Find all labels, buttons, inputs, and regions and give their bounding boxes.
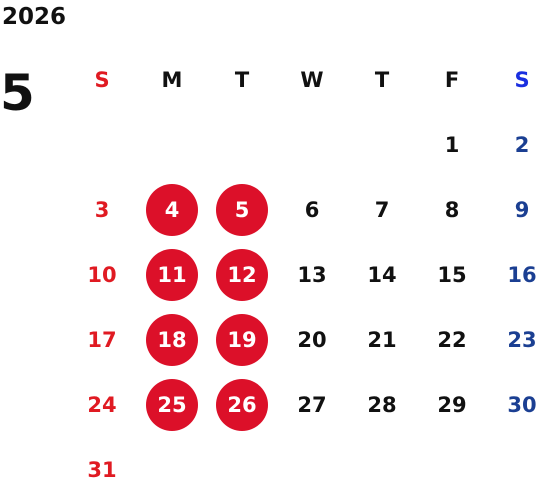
day-number: 26 [227, 392, 257, 417]
day-cell: 29 [417, 372, 487, 437]
day-cell: 31 [67, 437, 137, 502]
day-cell: 9 [487, 177, 548, 242]
day-number: 25 [157, 392, 187, 417]
day-cell: 17 [67, 307, 137, 372]
month-number: 5 [0, 64, 35, 122]
day-number: 18 [157, 327, 187, 352]
day-number: 29 [437, 392, 467, 417]
day-cell: 8 [417, 177, 487, 242]
highlighted-day-cell: 11 [137, 242, 207, 307]
day-cell: 22 [417, 307, 487, 372]
day-cell: 28 [347, 372, 417, 437]
day-number: 5 [234, 197, 250, 222]
highlighted-day-cell: 4 [137, 177, 207, 242]
day-number: 13 [297, 262, 327, 287]
weekday-header-wednesday: W [300, 67, 324, 92]
day-number: 22 [437, 327, 467, 352]
day-number: 31 [87, 457, 117, 482]
day-cell: 2 [487, 112, 548, 177]
empty-day-cell [417, 437, 487, 502]
day-number: 17 [87, 327, 117, 352]
empty-day-cell [347, 112, 417, 177]
day-number: 8 [444, 197, 460, 222]
day-cell: 15 [417, 242, 487, 307]
day-number: 2 [514, 132, 530, 157]
weekday-header-monday: M [161, 67, 183, 92]
day-number: 19 [227, 327, 257, 352]
day-number: 11 [157, 262, 187, 287]
empty-day-cell [67, 112, 137, 177]
empty-day-cell [207, 112, 277, 177]
day-cell: 10 [67, 242, 137, 307]
highlighted-day-cell: 18 [137, 307, 207, 372]
day-number: 9 [514, 197, 530, 222]
weekday-header-friday: F [444, 67, 460, 92]
day-number: 4 [164, 197, 180, 222]
day-cell: 23 [487, 307, 548, 372]
empty-day-cell [207, 437, 277, 502]
highlighted-day-cell: 26 [207, 372, 277, 437]
empty-day-cell [347, 437, 417, 502]
day-number: 15 [437, 262, 467, 287]
day-cell: 14 [347, 242, 417, 307]
day-cell: 16 [487, 242, 548, 307]
day-cell: 13 [277, 242, 347, 307]
empty-day-cell [277, 112, 347, 177]
highlighted-day-cell: 19 [207, 307, 277, 372]
day-cell: 3 [67, 177, 137, 242]
highlighted-day-cell: 5 [207, 177, 277, 242]
day-number: 20 [297, 327, 327, 352]
highlighted-day-cell: 25 [137, 372, 207, 437]
day-cell: 30 [487, 372, 548, 437]
day-number: 6 [304, 197, 320, 222]
day-number: 23 [507, 327, 537, 352]
day-number: 24 [87, 392, 117, 417]
day-number: 16 [507, 262, 537, 287]
empty-day-cell [487, 437, 548, 502]
empty-day-cell [137, 437, 207, 502]
weekday-header-saturday: S [514, 67, 530, 92]
day-number: 14 [367, 262, 397, 287]
day-number: 7 [374, 197, 390, 222]
day-number: 1 [444, 132, 460, 157]
day-cell: 24 [67, 372, 137, 437]
day-cell: 21 [347, 307, 417, 372]
weekday-header-tuesday: T [234, 67, 250, 92]
day-number: 10 [87, 262, 117, 287]
day-cell: 1 [417, 112, 487, 177]
day-number: 21 [367, 327, 397, 352]
empty-day-cell [137, 112, 207, 177]
day-cell: 6 [277, 177, 347, 242]
highlighted-day-cell: 12 [207, 242, 277, 307]
calendar-grid: S M T W T F S 1 2 3 4 5 6 7 8 9 10 11 12 13 14 15 16 17 1… [67, 47, 548, 502]
weekday-header-sunday: S [94, 67, 110, 92]
day-cell: 27 [277, 372, 347, 437]
day-number: 3 [94, 197, 110, 222]
day-cell: 20 [277, 307, 347, 372]
day-cell: 7 [347, 177, 417, 242]
day-number: 30 [507, 392, 537, 417]
year-label: 2026 [2, 4, 67, 30]
empty-day-cell [277, 437, 347, 502]
day-number: 28 [367, 392, 397, 417]
day-number: 27 [297, 392, 327, 417]
day-number: 12 [227, 262, 257, 287]
weekday-header-thursday: T [374, 67, 390, 92]
